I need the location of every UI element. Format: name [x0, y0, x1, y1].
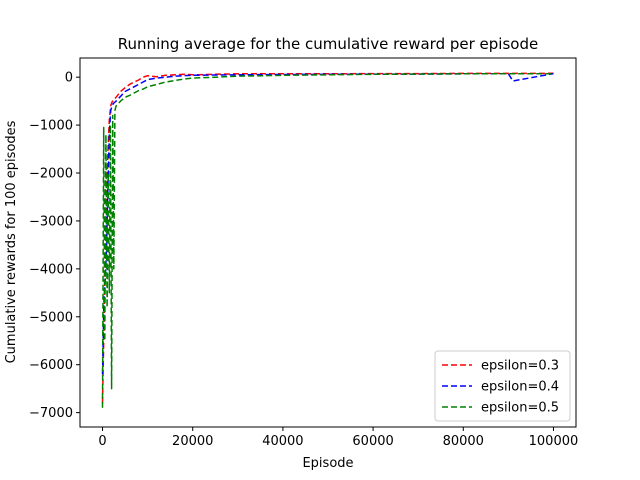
series-layer: [101, 72, 554, 408]
x-tick-label: 20000: [172, 434, 213, 449]
legend: epsilon=0.3 epsilon=0.4 epsilon=0.5: [434, 350, 571, 422]
legend-label-2: epsilon=0.4: [481, 380, 559, 395]
x-tick-label: 100000: [529, 434, 579, 449]
legend-box: [434, 350, 571, 422]
x-tick-label: 40000: [262, 434, 303, 449]
x-tick-label: 60000: [352, 434, 393, 449]
chart-title: Running average for the cumulative rewar…: [118, 35, 538, 53]
series-line-3: [101, 72, 554, 408]
y-tick-label: −5000: [29, 310, 73, 325]
x-tick-label: 80000: [443, 434, 484, 449]
y-tick-label: −4000: [29, 262, 73, 277]
x-axis-ticks: 0 20000 40000 60000 80000 100000: [98, 427, 578, 449]
plot-area: [79, 57, 577, 428]
axes-frame: [79, 57, 577, 428]
y-tick-label: −3000: [29, 214, 73, 229]
legend-label-3: epsilon=0.5: [481, 401, 559, 416]
y-tick-label: −6000: [29, 358, 73, 373]
y-tick-label: −2000: [29, 167, 73, 182]
x-tick-label: 0: [98, 434, 106, 449]
y-axis-label: Cumulative rewards for 100 episodes: [4, 120, 19, 363]
y-tick-label: −7000: [29, 406, 73, 421]
series-line-1: [101, 72, 554, 404]
y-tick-label: 0: [65, 71, 73, 86]
y-tick-label: −1000: [29, 119, 73, 134]
y-axis-ticks: −7000 −6000 −5000 −4000 −3000 −2000 −1000 0: [29, 71, 80, 421]
legend-label-1: epsilon=0.3: [481, 359, 559, 374]
x-axis-label: Episode: [302, 456, 353, 471]
